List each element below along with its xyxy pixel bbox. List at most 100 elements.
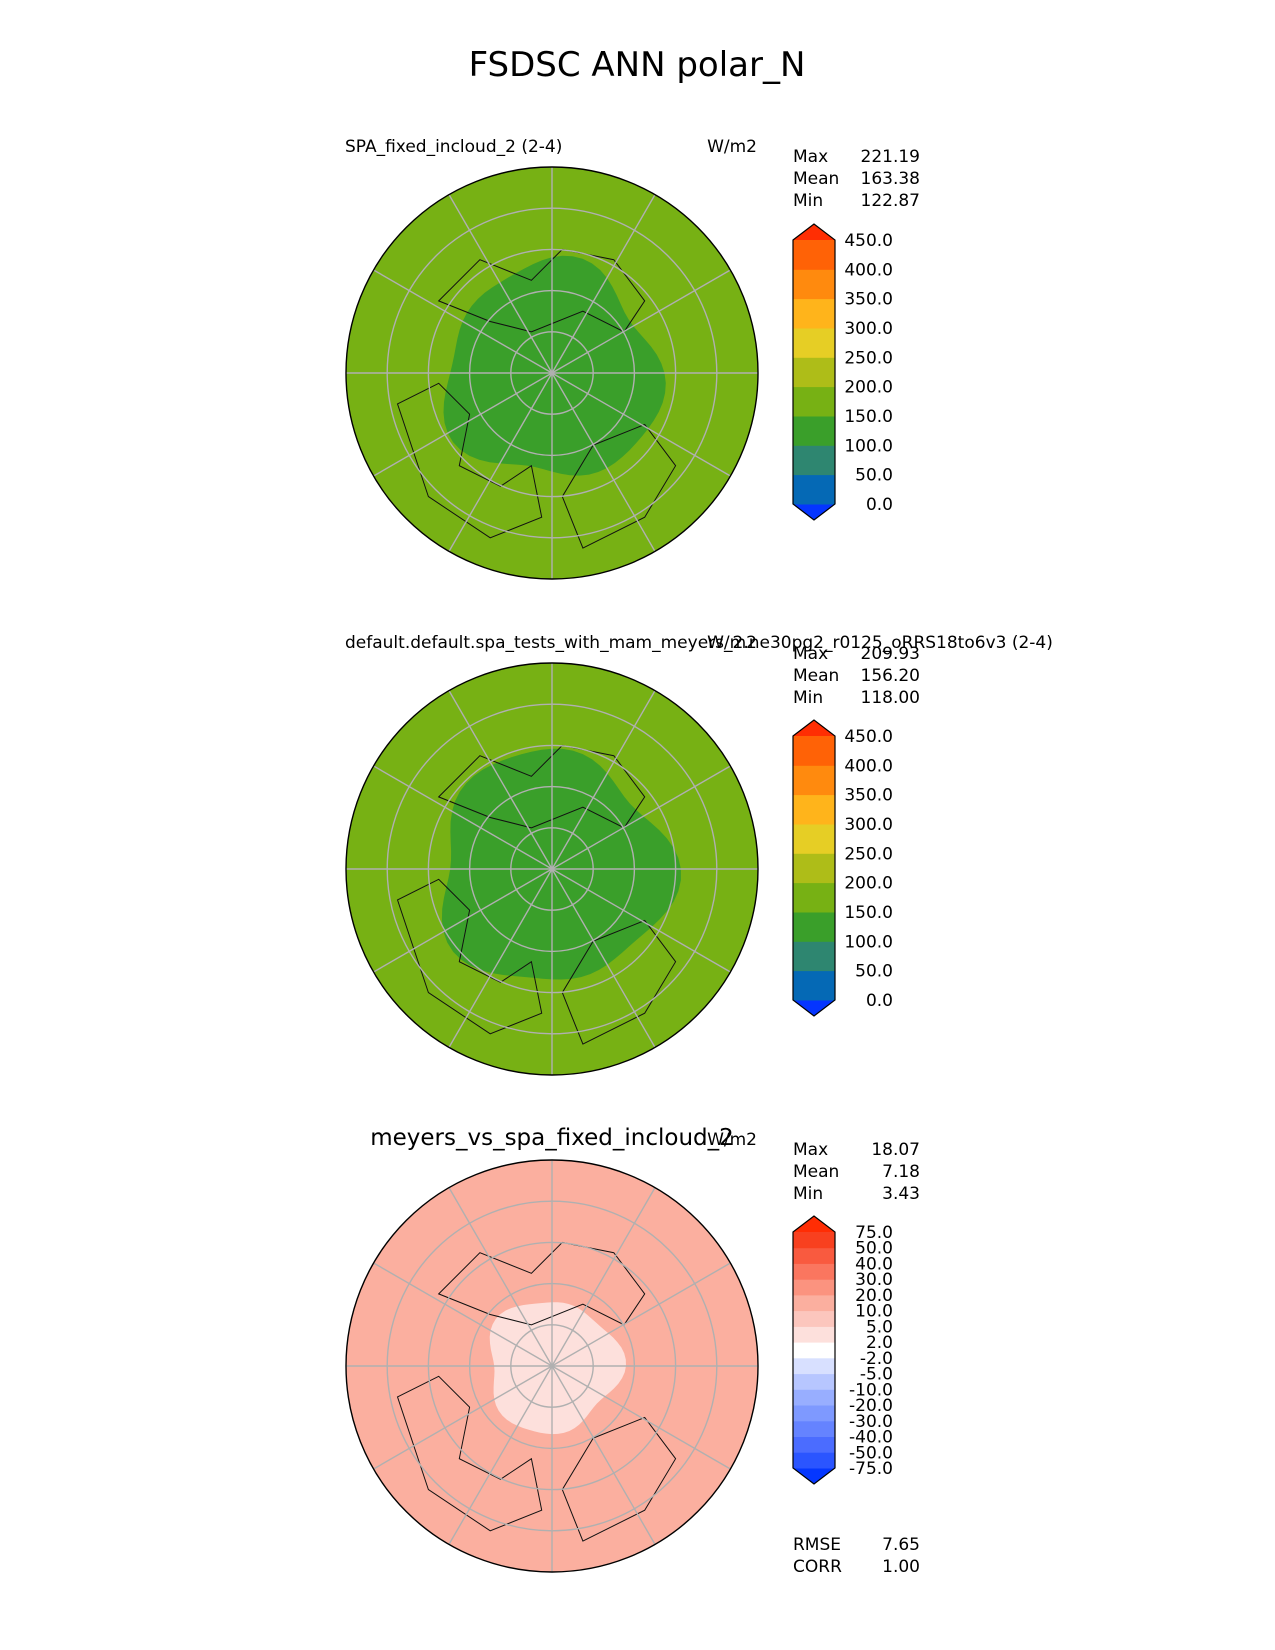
lon-gridline-120 bbox=[551, 372, 731, 477]
panel-2-stat-mean-value: 156.20 bbox=[861, 666, 920, 686]
colorbar-tick-label: 150.0 bbox=[844, 903, 893, 923]
map-boundary bbox=[345, 166, 759, 580]
panel-1-stat-mean-label: Mean bbox=[793, 169, 839, 189]
colorbar-tick-label: 200.0 bbox=[844, 378, 893, 398]
lon-gridline-240 bbox=[373, 868, 553, 973]
colorbar-segment-14 bbox=[793, 1232, 835, 1249]
colorbar-segment-5 bbox=[793, 1373, 835, 1390]
colorbar-tick-label: 50.0 bbox=[855, 1239, 893, 1259]
lon-gridline-210 bbox=[448, 372, 553, 552]
lon-gridline-150 bbox=[551, 868, 656, 1048]
colorbar-tick-label: 40.0 bbox=[855, 1255, 893, 1275]
panel-3-corr-label: CORR bbox=[793, 1557, 842, 1577]
colorbar-segment-13 bbox=[793, 1247, 835, 1264]
colorbar-segment-6 bbox=[793, 1357, 835, 1375]
colorbar-segment-11 bbox=[793, 1279, 835, 1296]
colorbar-outline bbox=[792, 223, 836, 521]
colorbar-segment-5 bbox=[793, 328, 835, 358]
colorbar-outline bbox=[792, 719, 836, 1017]
panel-2-map bbox=[345, 662, 759, 1076]
panel-3: meyers_vs_spa_fixed_incloud_2 W/m2 Max 1… bbox=[345, 1125, 920, 1577]
colorbar-tick-label: 0.0 bbox=[866, 991, 893, 1011]
panel-1: SPA_fixed_incloud_2 (2-4) W/m2 Max 221.1… bbox=[345, 137, 920, 580]
panel-3-stat-mean-label: Mean bbox=[793, 1162, 839, 1182]
panel-3-stat-min-label: Min bbox=[793, 1184, 823, 1204]
panel-1-stat-mean-value: 163.38 bbox=[861, 169, 920, 189]
colorbar-segment-4 bbox=[793, 357, 835, 388]
colorbar-segment-6 bbox=[793, 298, 835, 329]
lon-gridline-150 bbox=[551, 372, 656, 552]
colorbar-tick-label: 450.0 bbox=[844, 727, 893, 747]
colorbar-tick-label: 400.0 bbox=[844, 756, 893, 776]
colorbar-tick-label: -75.0 bbox=[849, 1459, 893, 1479]
lon-gridline-60 bbox=[551, 269, 731, 374]
coastline-1 bbox=[396, 1375, 543, 1532]
panel-1-map bbox=[345, 166, 759, 580]
panel-3-units: W/m2 bbox=[707, 1130, 757, 1150]
colorbar-tick-label: 300.0 bbox=[844, 319, 893, 339]
colorbar-tick-label: 300.0 bbox=[844, 815, 893, 835]
lon-gridline-330 bbox=[448, 1187, 553, 1367]
colorbar-segment-3 bbox=[793, 386, 835, 417]
colorbar-extend-max bbox=[793, 224, 835, 240]
lon-gridline-240 bbox=[373, 1365, 553, 1470]
coastline-0 bbox=[437, 1241, 646, 1326]
colorbar-segment-2 bbox=[793, 416, 835, 446]
panel-2-title-left: default.default.spa_tests_with_mam_meyer… bbox=[345, 633, 1053, 653]
panel-1-colorbar: 0.0 50.0 100.0 150.0 200.0 250.0 300.0 350.0 400… bbox=[792, 223, 893, 521]
colorbar-extend-min bbox=[793, 1000, 835, 1016]
panel-3-rmse-value: 7.65 bbox=[882, 1535, 920, 1555]
panel-3-stat-min-value: 3.43 bbox=[882, 1184, 920, 1204]
panel-1-units: W/m2 bbox=[707, 137, 757, 157]
panel-2-stat-min-label: Min bbox=[793, 688, 823, 708]
coastline-0 bbox=[437, 744, 646, 829]
coastline-0 bbox=[437, 248, 646, 333]
coastline-1 bbox=[396, 878, 543, 1035]
lon-gridline-60 bbox=[551, 765, 731, 870]
lon-gridline-210 bbox=[448, 868, 553, 1048]
colorbar-extend-min bbox=[793, 1468, 835, 1484]
colorbar-segment-0 bbox=[793, 970, 835, 1001]
lon-gridline-240 bbox=[373, 372, 553, 477]
colorbar-segment-8 bbox=[793, 1326, 835, 1343]
colorbar-tick-label: 350.0 bbox=[844, 290, 893, 310]
lon-gridline-300 bbox=[373, 765, 553, 870]
colorbar-segment-2 bbox=[793, 912, 835, 942]
panel-1-stat-min-value: 122.87 bbox=[861, 191, 920, 211]
lon-gridline-30 bbox=[551, 690, 656, 870]
lon-gridline-300 bbox=[373, 1262, 553, 1367]
colorbar-extend-max bbox=[793, 720, 835, 736]
lon-gridline-330 bbox=[448, 690, 553, 870]
colorbar-segment-1 bbox=[793, 1436, 835, 1453]
panel-3-stat-max-value: 18.07 bbox=[871, 1140, 920, 1160]
lon-gridline-150 bbox=[551, 1365, 656, 1545]
map-boundary bbox=[345, 662, 759, 1076]
panel-1-title-left: SPA_fixed_incloud_2 (2-4) bbox=[345, 137, 562, 157]
colorbar-tick-label: 2.0 bbox=[866, 1333, 893, 1353]
panel-3-corr-value: 1.00 bbox=[882, 1557, 920, 1577]
colorbar-segment-9 bbox=[793, 1310, 835, 1327]
colorbar-segment-12 bbox=[793, 1263, 835, 1280]
colorbar-tick-label: 100.0 bbox=[844, 932, 893, 952]
colorbar-tick-label: -50.0 bbox=[849, 1443, 893, 1463]
lon-gridline-300 bbox=[373, 269, 553, 374]
panel-3-stat-max-label: Max bbox=[793, 1140, 828, 1160]
colorbar-tick-label: 10.0 bbox=[855, 1302, 893, 1322]
colorbar-tick-label: 200.0 bbox=[844, 874, 893, 894]
colorbar-tick-label: 450.0 bbox=[844, 231, 893, 251]
colorbar-segment-4 bbox=[793, 853, 835, 884]
panel-3-rmse-label: RMSE bbox=[793, 1535, 841, 1555]
figure-title: FSDSC ANN polar_N bbox=[469, 45, 806, 85]
colorbar-segment-3 bbox=[793, 882, 835, 913]
colorbar-segment-4 bbox=[793, 1389, 835, 1406]
colorbar-segment-1 bbox=[793, 445, 835, 476]
lon-gridline-30 bbox=[551, 1187, 656, 1367]
colorbar-segment-8 bbox=[793, 736, 835, 766]
colorbar-segment-6 bbox=[793, 794, 835, 825]
lon-gridline-120 bbox=[551, 1365, 731, 1470]
colorbar-tick-label: 30.0 bbox=[855, 1270, 893, 1290]
colorbar-tick-label: 0.0 bbox=[866, 495, 893, 515]
colorbar-segment-0 bbox=[793, 474, 835, 505]
lon-gridline-60 bbox=[551, 1262, 731, 1367]
panel-1-stat-max-value: 221.19 bbox=[861, 147, 920, 167]
